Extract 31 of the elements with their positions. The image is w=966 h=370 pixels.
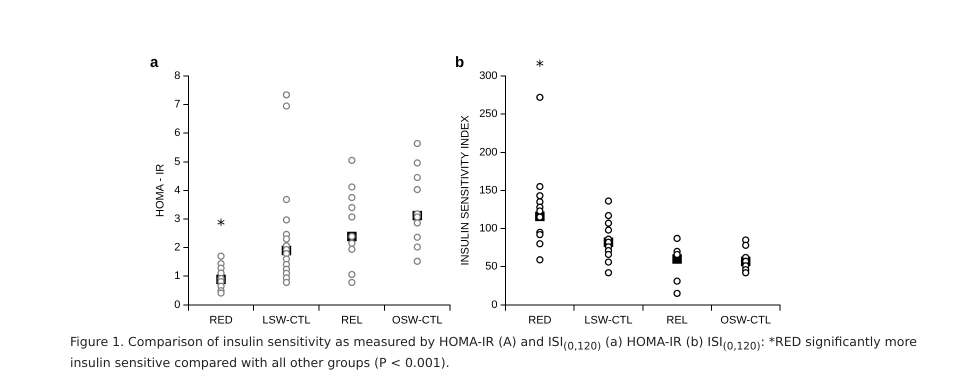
y-tick-label: 6 — [174, 127, 180, 140]
y-tick-label: 8 — [174, 70, 180, 82]
y-tick-label: 0 — [174, 298, 180, 311]
y-tick-label: 200 — [479, 146, 498, 158]
chart-title: a — [150, 54, 159, 72]
x-tick-label: OSW-CTL — [720, 314, 771, 326]
y-tick-label: 50 — [485, 260, 498, 273]
x-tick-label: RED — [209, 314, 233, 326]
y-tick-label: 3 — [174, 213, 180, 226]
x-tick-label: OSW-CTL — [392, 314, 443, 326]
y-tick-label: 7 — [174, 98, 180, 111]
y-tick-label: 0 — [491, 298, 498, 311]
y-tick-label: 100 — [479, 222, 498, 235]
y-tick-label: 1 — [174, 270, 180, 282]
y-tick-label: 150 — [479, 184, 498, 196]
x-tick-label: REL — [341, 314, 363, 326]
x-tick-label: LSW-CTL — [584, 314, 633, 326]
x-tick-label: RED — [528, 314, 552, 326]
y-tick-label: 5 — [174, 156, 180, 168]
x-tick-label: REL — [666, 314, 688, 326]
y-axis-title: INSULIN SENSITIVITY INDEX — [460, 114, 472, 266]
y-axis-title: HOMA - IR — [154, 164, 167, 217]
text: * — [536, 56, 544, 76]
text: Figure 1. Comparison of insulin sensitivity as measured by HOMA-IR (A) and ISI$_{(0,120)}$ (a) HOMA-IR (b) ISI$_{(0,120)}$: *RED significantly more insulin sensitive compared with all other groups (P < 0.001). — [70, 334, 917, 370]
y-tick-label: 2 — [174, 242, 180, 254]
chart-title: b — [455, 54, 464, 72]
y-tick-label: 250 — [479, 108, 498, 120]
y-tick-label: 300 — [479, 70, 498, 82]
annotation: * — [217, 215, 226, 234]
x-tick-label: LSW-CTL — [262, 314, 310, 326]
y-tick-label: 4 — [174, 184, 180, 196]
